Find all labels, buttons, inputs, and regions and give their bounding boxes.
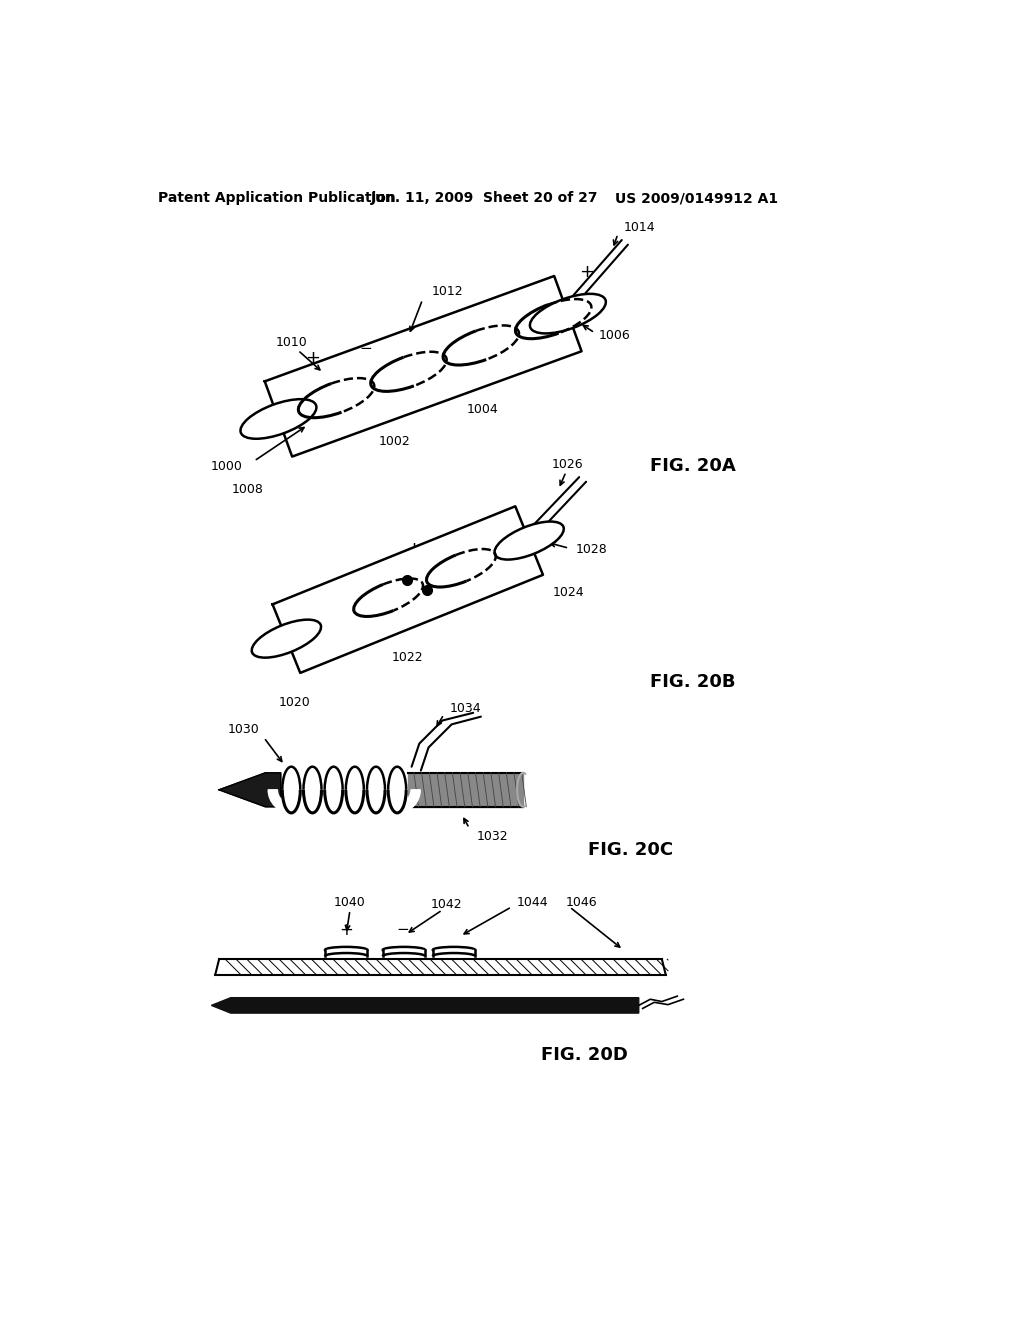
Polygon shape bbox=[383, 950, 425, 956]
Text: 1028: 1028 bbox=[575, 544, 607, 556]
Wedge shape bbox=[353, 789, 399, 813]
Text: Patent Application Publication: Patent Application Publication bbox=[158, 191, 395, 206]
Text: 1004: 1004 bbox=[467, 403, 499, 416]
Text: 1020: 1020 bbox=[279, 696, 310, 709]
Text: 1042: 1042 bbox=[430, 898, 462, 911]
Text: 1046: 1046 bbox=[565, 896, 597, 908]
Text: US 2009/0149912 A1: US 2009/0149912 A1 bbox=[615, 191, 778, 206]
Ellipse shape bbox=[495, 521, 564, 560]
Text: 1040: 1040 bbox=[334, 896, 366, 908]
Text: FIG. 20B: FIG. 20B bbox=[650, 673, 735, 690]
Text: 1026: 1026 bbox=[552, 458, 584, 470]
Polygon shape bbox=[265, 276, 582, 457]
Ellipse shape bbox=[529, 294, 606, 334]
Wedge shape bbox=[268, 789, 314, 813]
Ellipse shape bbox=[433, 946, 475, 953]
Ellipse shape bbox=[383, 946, 425, 953]
Polygon shape bbox=[211, 998, 639, 1014]
Text: 1012: 1012 bbox=[432, 285, 464, 298]
Wedge shape bbox=[290, 789, 336, 813]
Text: 1006: 1006 bbox=[599, 329, 631, 342]
Text: +: + bbox=[339, 921, 353, 939]
Ellipse shape bbox=[241, 399, 316, 438]
Text: 1030: 1030 bbox=[227, 723, 259, 737]
Ellipse shape bbox=[325, 946, 368, 953]
Polygon shape bbox=[433, 950, 475, 956]
Text: 1002: 1002 bbox=[378, 436, 410, 447]
Polygon shape bbox=[272, 507, 543, 673]
Text: +: + bbox=[407, 540, 421, 558]
Text: −: − bbox=[359, 341, 373, 355]
Polygon shape bbox=[325, 950, 368, 956]
Text: 1014: 1014 bbox=[624, 222, 655, 234]
Text: 1022: 1022 bbox=[391, 652, 423, 664]
Text: 1024: 1024 bbox=[552, 586, 584, 599]
Text: 1032: 1032 bbox=[477, 829, 509, 842]
Text: 1044: 1044 bbox=[517, 896, 549, 908]
Text: +: + bbox=[305, 348, 319, 367]
Text: 1000: 1000 bbox=[211, 459, 243, 473]
Wedge shape bbox=[310, 789, 356, 813]
Text: 1008: 1008 bbox=[231, 483, 263, 496]
Text: Jun. 11, 2009  Sheet 20 of 27: Jun. 11, 2009 Sheet 20 of 27 bbox=[371, 191, 598, 206]
Polygon shape bbox=[215, 960, 666, 974]
Text: 1034: 1034 bbox=[451, 702, 481, 714]
Polygon shape bbox=[408, 774, 523, 807]
Text: FIG. 20A: FIG. 20A bbox=[650, 458, 735, 475]
Polygon shape bbox=[219, 774, 281, 807]
Wedge shape bbox=[374, 789, 420, 813]
Text: FIG. 20C: FIG. 20C bbox=[589, 841, 674, 859]
Text: −: − bbox=[316, 598, 329, 612]
Text: +: + bbox=[580, 264, 595, 281]
Wedge shape bbox=[332, 789, 378, 813]
Ellipse shape bbox=[252, 619, 322, 657]
Text: −: − bbox=[396, 923, 409, 937]
Text: 1010: 1010 bbox=[275, 337, 307, 348]
Text: FIG. 20D: FIG. 20D bbox=[542, 1047, 629, 1064]
